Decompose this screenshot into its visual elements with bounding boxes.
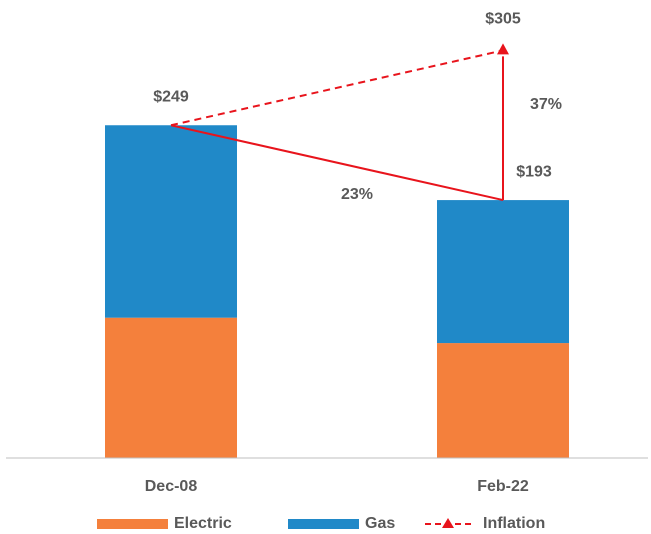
bar-segment <box>437 343 569 458</box>
inflation-label: $305 <box>485 11 521 28</box>
legend-swatch <box>97 519 168 529</box>
legend-swatch <box>288 519 359 529</box>
total-label: $249 <box>153 88 189 105</box>
inflation-line <box>170 49 504 127</box>
annotation: 23% <box>341 186 373 203</box>
bar-segment <box>105 125 237 318</box>
annotation: 37% <box>530 96 562 113</box>
total-label: $193 <box>516 163 552 180</box>
inflation-marker <box>497 43 509 55</box>
x-tick-label: Dec-08 <box>145 478 198 495</box>
legend-label: Electric <box>174 515 232 532</box>
x-tick-label: Feb-22 <box>477 478 529 495</box>
bar-segment <box>105 317 237 458</box>
legend-marker <box>442 518 454 528</box>
legend-label: Gas <box>365 515 395 532</box>
totals-line <box>170 124 504 202</box>
legend-label: Inflation <box>483 515 545 532</box>
bar-segment <box>437 200 569 344</box>
